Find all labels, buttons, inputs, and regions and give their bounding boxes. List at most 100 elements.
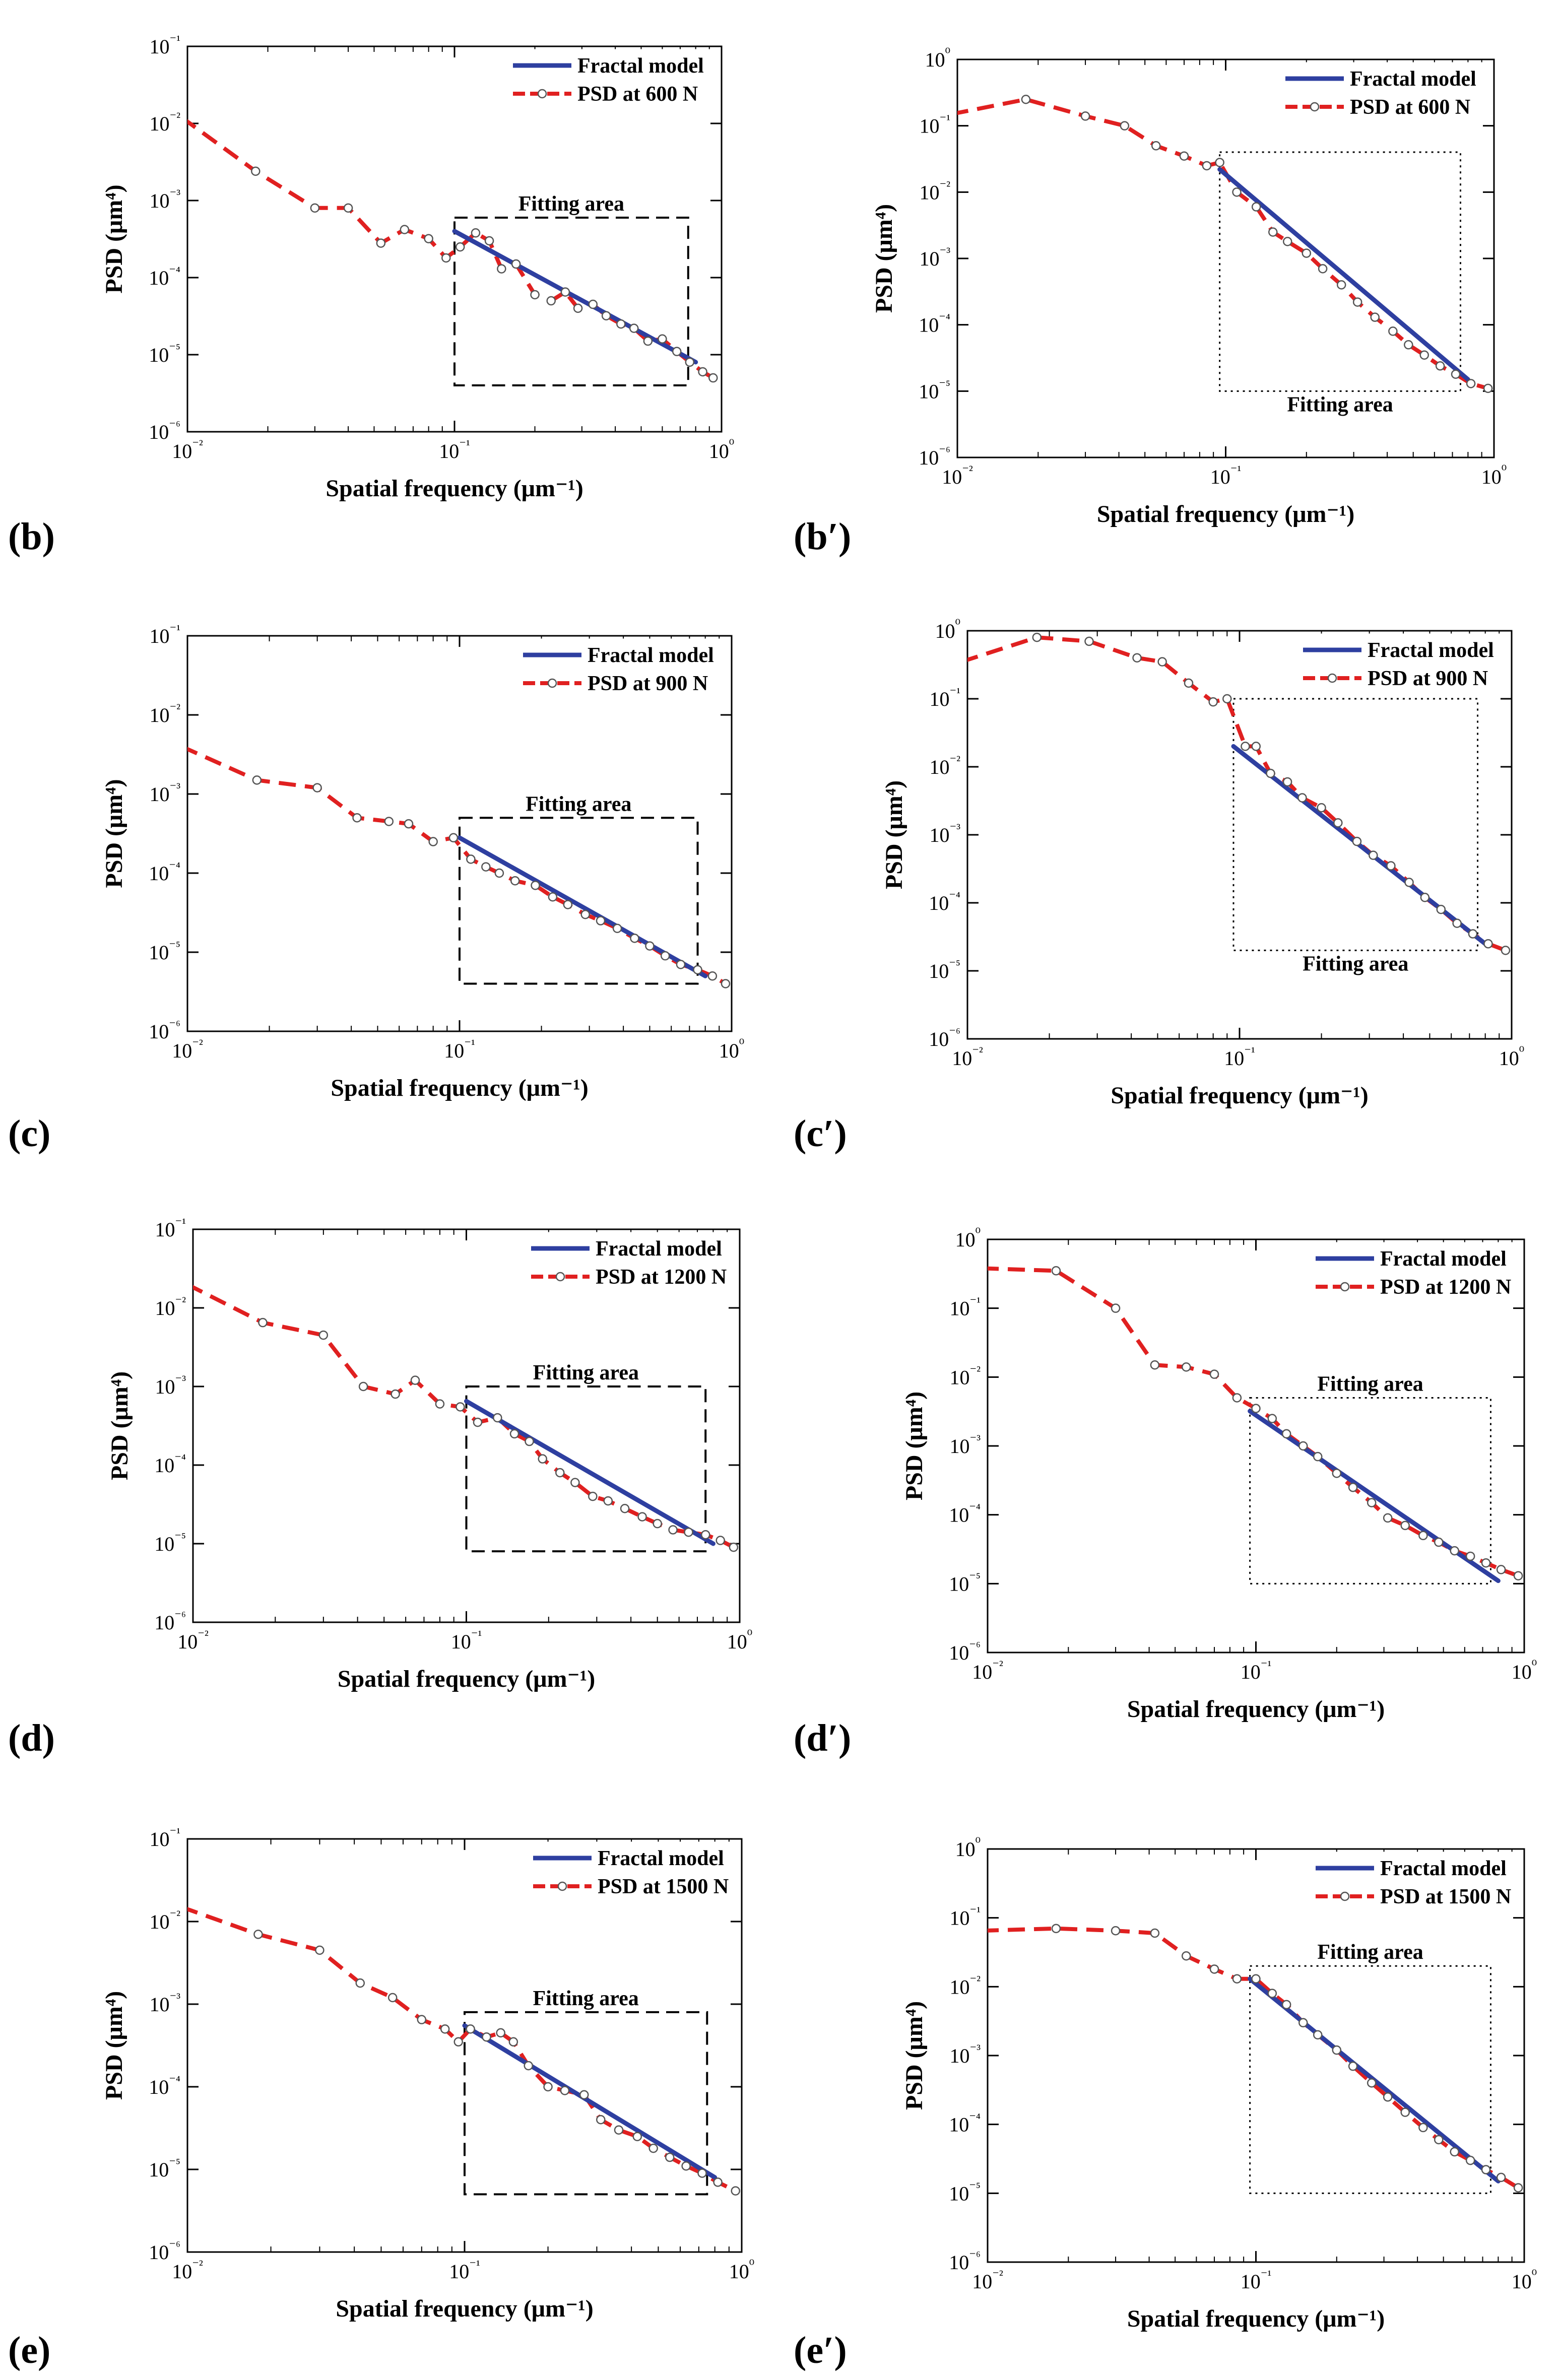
y-tick-label: 10⁻¹	[149, 33, 180, 58]
psd-data-point	[1215, 158, 1224, 167]
y-tick-label: 10⁻³	[149, 187, 180, 212]
psd-data-point	[312, 783, 322, 792]
psd-data-point	[1352, 297, 1362, 307]
y-axis-label: PSD (μm⁴)	[101, 184, 127, 293]
psd-data-point	[355, 1978, 365, 1988]
psd-data-point	[1400, 1520, 1410, 1531]
psd-data-point	[978, 1927, 986, 1935]
psd-data-point	[645, 941, 655, 951]
x-tick-label: 10⁻²	[942, 463, 973, 488]
y-tick-label: 10⁰	[955, 1835, 981, 1861]
x-tick-label: 10⁰	[727, 1628, 752, 1653]
legend-box	[1279, 62, 1491, 122]
psd-data-point	[573, 303, 583, 313]
panel-label: (d′)	[794, 1717, 851, 1759]
legend-box	[525, 1232, 737, 1292]
legend-psd-label: PSD at 600 N	[1350, 96, 1470, 119]
psd-data-point	[603, 1496, 613, 1506]
psd-data-point	[1313, 1451, 1323, 1462]
x-tick-label: 10⁰	[1481, 463, 1507, 488]
psd-data-point	[1297, 793, 1307, 803]
x-tick-label: 10⁻¹	[1210, 463, 1242, 488]
legend-box	[506, 49, 719, 109]
psd-data-point	[1370, 312, 1380, 322]
psd-data-point	[1051, 1266, 1061, 1276]
psd-data-point	[453, 2037, 463, 2047]
psd-data-point	[473, 1417, 483, 1427]
psd-data-point	[1032, 632, 1042, 642]
psd-data-point	[1332, 1469, 1342, 1478]
psd-data-point	[1352, 836, 1362, 846]
psd-data-point	[614, 2125, 624, 2135]
legend-psd-marker	[1327, 673, 1337, 683]
chart-panel-7: 10⁻² 10⁻¹ 10⁰10⁻⁶10⁻⁵10⁻⁴10⁻³10⁻²10⁻¹Spati…	[8, 1825, 754, 2371]
y-tick-label: 10⁻⁵	[154, 1530, 186, 1555]
psd-data-point	[548, 892, 558, 902]
x-tick-label: 10⁻²	[172, 2258, 203, 2283]
fitting-area-label: Fitting area	[1317, 1372, 1423, 1396]
chart-panel-8: 10⁻² 10⁻¹ 10⁰10⁻⁶10⁻⁵10⁻⁴10⁻³10⁻²10⁻¹10⁰Sp…	[794, 1835, 1537, 2371]
x-axis-label: Spatial frequency (μm⁻¹)	[331, 1075, 588, 1101]
legend-psd-label: PSD at 600 N	[577, 83, 698, 106]
psd-data-point	[1483, 383, 1493, 393]
psd-data-point	[455, 242, 465, 252]
plot-data	[967, 632, 1511, 955]
psd-data-point	[543, 2082, 553, 2092]
y-tick-label: 10⁻²	[929, 753, 960, 778]
psd-data-point	[318, 1330, 329, 1340]
x-tick-label: 10⁻¹	[449, 2258, 480, 2283]
legend-psd-label: PSD at 1200 N	[1380, 1276, 1511, 1299]
y-tick-label: 10⁻⁴	[149, 264, 180, 289]
psd-data-point	[343, 203, 353, 213]
y-tick-label: 10⁻³	[949, 2042, 981, 2067]
psd-data-point	[588, 1491, 598, 1501]
psd-data-point	[697, 2168, 707, 2178]
legend-psd-label: PSD at 900 N	[588, 672, 708, 695]
x-tick-label: 10⁻¹	[451, 1628, 482, 1653]
psd-data-point	[1080, 111, 1090, 121]
psd-data-point	[530, 290, 540, 300]
plot-data	[187, 1907, 740, 2196]
psd-data-point	[1184, 678, 1194, 688]
x-tick-label: 10⁻²	[172, 437, 203, 462]
y-tick-label: 10⁻¹	[929, 685, 960, 710]
y-tick-label: 10⁻²	[149, 110, 180, 135]
psd-data-point	[1386, 861, 1396, 871]
y-tick-label: 10⁻⁴	[149, 2073, 180, 2098]
y-tick-label: 10⁻⁴	[949, 2111, 981, 2136]
psd-data-point	[1496, 2172, 1506, 2183]
x-axis-label: Spatial frequency (μm⁻¹)	[1097, 501, 1354, 527]
psd-data-point	[1466, 379, 1476, 388]
fitting-area-box	[1219, 151, 1461, 392]
psd-data-point	[596, 2115, 606, 2125]
plot-data	[988, 1266, 1523, 1583]
psd-data-point	[352, 813, 362, 823]
psd-data-point	[1232, 187, 1242, 197]
legend: Fractal model PSD at 900 N	[516, 638, 729, 699]
psd-data-point	[1302, 248, 1312, 258]
x-tick-label: 10⁰	[729, 2258, 754, 2283]
psd-data-point	[612, 923, 622, 933]
psd-data-point	[1436, 904, 1446, 914]
psd-data-point	[560, 287, 570, 297]
panel-label: (b′)	[794, 515, 851, 558]
legend-psd-marker	[1310, 102, 1320, 112]
plot-data	[177, 742, 731, 988]
psd-data-point	[1404, 878, 1414, 887]
y-tick-label: 10⁻¹	[149, 1825, 180, 1850]
legend-psd-marker	[547, 678, 557, 688]
psd-data-point	[404, 819, 414, 829]
fitting-area-box	[1232, 698, 1479, 951]
legend-fractal-label: Fractal model	[598, 1847, 724, 1870]
psd-data-point	[466, 854, 476, 864]
legend-psd-label: PSD at 900 N	[1368, 667, 1488, 690]
psd-data-point	[1400, 2107, 1410, 2117]
psd-data-point	[525, 1436, 534, 1446]
psd-data-point	[653, 1518, 662, 1529]
psd-data-point	[511, 259, 521, 269]
fitting-area-box	[1249, 1965, 1491, 2194]
fractal-model-line	[462, 2023, 718, 2180]
legend-psd-label: PSD at 1500 N	[1380, 1885, 1511, 1908]
psd-data-point	[177, 742, 185, 750]
psd-data-point	[1333, 818, 1343, 828]
